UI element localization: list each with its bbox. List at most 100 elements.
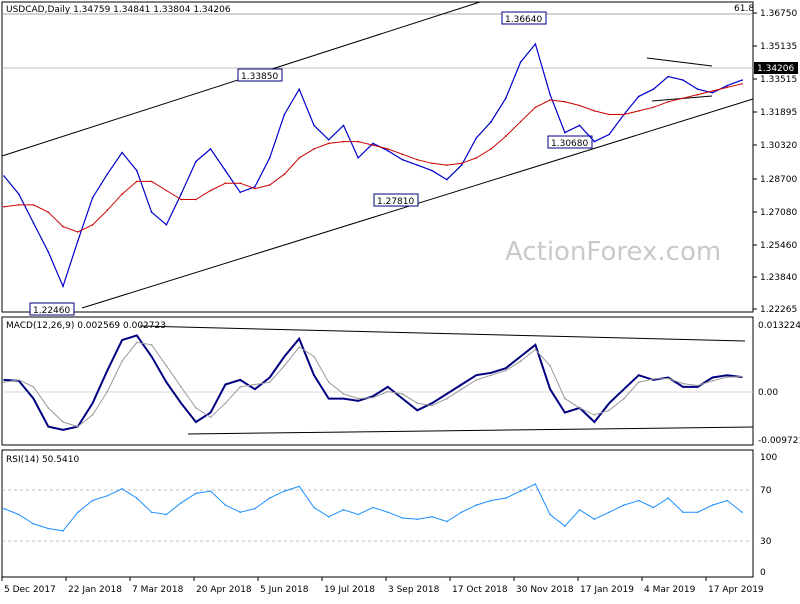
price-price-point	[224, 169, 227, 172]
rsi-rsi-point	[165, 513, 168, 516]
rsi-rsi-point	[593, 518, 596, 520]
price-y-tick-label: 1.30320	[760, 141, 797, 151]
rsi-label: RSI(14) 50.5410	[6, 455, 79, 465]
annotation-high-133850: 1.33850	[237, 68, 283, 82]
macd-signal-point	[106, 390, 109, 393]
macd-signal-point	[460, 388, 463, 391]
price-ma-point	[313, 148, 315, 150]
price-price-point	[490, 120, 492, 123]
macd-signal-point	[416, 402, 419, 405]
macd-signal-point	[283, 365, 286, 367]
price-price-point	[505, 97, 507, 99]
price-price-point	[268, 157, 271, 159]
rsi-rsi-point	[136, 497, 138, 499]
rsi-rsi-point	[401, 517, 404, 519]
annotation-low-122460-text: 1.22460	[33, 306, 70, 316]
macd-y-tick-label: 0.00	[758, 388, 778, 398]
rsi-rsi-point	[372, 506, 374, 509]
macd-macd-point	[195, 421, 197, 423]
price-ma-point	[682, 97, 684, 99]
rsi-rsi-point	[431, 516, 433, 518]
price-ma-point	[401, 153, 404, 156]
macd-signal-point	[549, 365, 551, 367]
price-price-point	[593, 140, 596, 143]
price-price-point	[519, 61, 522, 63]
rsi-rsi-point	[505, 497, 507, 499]
price-price-point	[549, 93, 551, 96]
macd-signal-point	[224, 402, 227, 405]
rsi-rsi-point	[652, 506, 655, 509]
price-ma-point	[32, 204, 35, 206]
price-price-point	[401, 158, 404, 161]
price-price-point	[342, 124, 345, 127]
macd-macd-point	[150, 355, 153, 358]
rsi-rsi-point	[667, 497, 669, 499]
price-ma-point	[593, 110, 596, 112]
macd-signal-point	[357, 397, 360, 400]
x-tick-label: 5 Dec 2017	[4, 585, 56, 595]
rsi-rsi-point	[608, 511, 610, 513]
price-price-point	[150, 211, 153, 213]
macd-macd-point	[298, 337, 301, 340]
price-price-point	[711, 92, 714, 94]
price-ma-point	[446, 164, 448, 166]
price-price-point	[564, 131, 566, 134]
macd-signal-point	[195, 407, 197, 409]
rsi-y-tick-label: 30	[760, 537, 772, 547]
price-ma-point	[224, 182, 227, 184]
annotation-low-130680: 1.30680	[547, 135, 593, 149]
macd-macd-point	[254, 388, 256, 391]
x-tick-label: 7 Mar 2018	[132, 585, 184, 595]
macd-macd-point	[416, 409, 419, 412]
macd-macd-point	[32, 397, 35, 400]
price-ma-point	[578, 104, 581, 107]
macd-signal-point	[682, 382, 684, 385]
price-ma-point	[239, 182, 241, 184]
macd-macd-point	[519, 355, 522, 358]
macd-signal-point	[741, 375, 743, 378]
macd-signal-point	[696, 384, 699, 387]
macd-upper-trendline	[139, 325, 746, 342]
macd-signal-point	[3, 381, 5, 384]
price-price-point	[726, 84, 728, 87]
rsi-rsi-point	[3, 507, 5, 510]
macd-macd-point	[401, 397, 404, 400]
macd-signal-point	[47, 407, 50, 409]
macd-macd-point	[165, 381, 168, 384]
price-price-point	[696, 88, 699, 90]
rsi-rsi-point	[637, 499, 640, 502]
x-tick-label: 4 Mar 2019	[644, 585, 696, 595]
rsi-rsi-point	[195, 492, 197, 495]
rsi-rsi-point	[357, 513, 360, 516]
x-tick-label: 19 Jul 2018	[324, 585, 375, 595]
price-ma-point	[106, 209, 109, 212]
rsi-y-tick-label: 100	[760, 453, 777, 463]
price-price-point	[460, 164, 463, 166]
price-price-point	[327, 139, 330, 141]
macd-signal-point	[519, 360, 522, 363]
macd-signal-point	[475, 379, 478, 381]
macd-signal-point	[91, 414, 94, 416]
price-ma-point	[372, 144, 374, 146]
macd-macd-point	[682, 386, 684, 388]
rsi-rsi-point	[564, 525, 566, 527]
price-price-point	[283, 113, 286, 116]
price-ma-point	[490, 148, 492, 150]
price-ma-point	[3, 205, 5, 208]
price-price-point	[741, 79, 743, 81]
rsi-rsi-point	[475, 504, 478, 506]
x-tick-label: 17 Jan 2019	[580, 585, 634, 595]
price-price-point	[254, 186, 256, 188]
macd-macd-point	[47, 425, 50, 428]
macd-signal-point	[165, 365, 168, 367]
macd-signal-point	[401, 393, 404, 395]
x-tick-label: 5 Jun 2018	[260, 585, 309, 595]
price-price-point	[195, 160, 197, 163]
price-price-point	[91, 196, 94, 199]
macd-signal-point	[327, 381, 330, 384]
macd-signal-point	[254, 383, 256, 386]
macd-lower-trendline	[187, 426, 754, 435]
price-price-point	[209, 148, 212, 150]
macd-macd-point	[268, 376, 271, 379]
rsi-rsi-point	[77, 511, 79, 513]
